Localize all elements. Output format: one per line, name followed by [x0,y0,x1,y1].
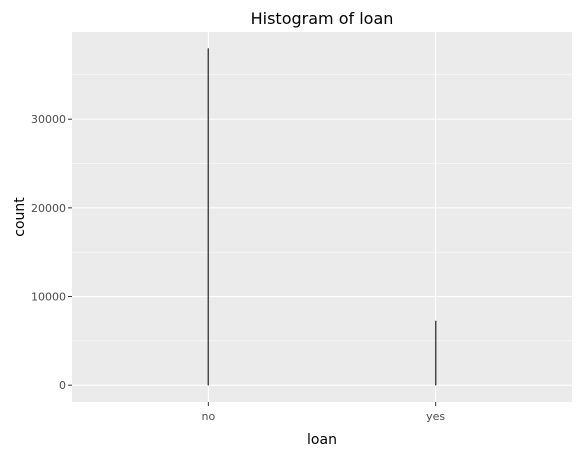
grid-minor [72,74,572,342]
y-tick-label: 30000 [31,113,66,126]
x-axis-title: loan [307,432,337,448]
plot-panel [72,32,572,402]
y-axis-title: count [12,197,28,237]
chart-title: Histogram of loan [251,9,394,28]
y-ticks: 0 10000 20000 30000 [31,113,72,392]
x-tick-label: yes [426,410,445,423]
bars [207,48,437,386]
x-tick-label: no [202,410,216,423]
bar-yes [434,320,437,386]
x-ticks: no yes [202,402,445,423]
y-tick-label: 20000 [31,202,66,215]
bar-no [207,48,210,386]
y-tick-label: 0 [59,379,66,392]
y-tick-label: 10000 [31,291,66,304]
